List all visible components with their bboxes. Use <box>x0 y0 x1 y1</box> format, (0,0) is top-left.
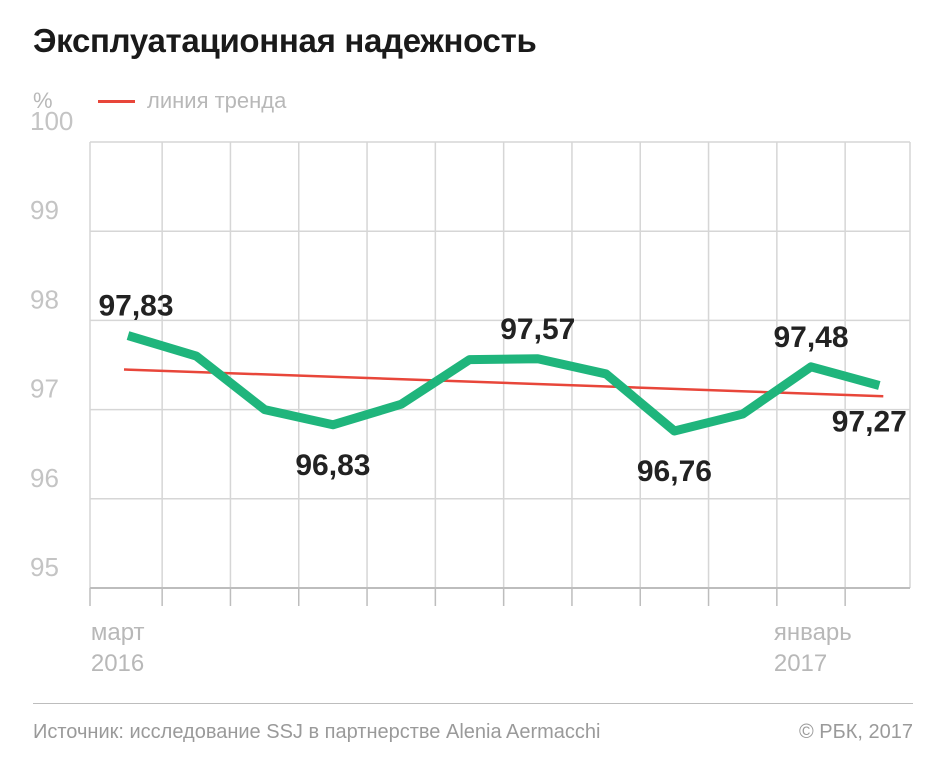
data-labels: 97,83 96,83 97,57 96,76 97,48 97,27 <box>98 290 906 488</box>
legend: линия тренда <box>98 88 286 114</box>
trend-line <box>123 368 884 398</box>
data-label: 96,83 <box>295 449 370 482</box>
y-tick-label: 98 <box>30 284 59 314</box>
x-tick-label-year: 2016 <box>91 650 144 677</box>
y-ticks: 95 96 97 98 99 100 <box>30 106 73 582</box>
trend-legend-label: линия тренда <box>147 88 287 113</box>
trend-legend-swatch <box>98 99 135 103</box>
data-label: 97,83 <box>98 290 173 323</box>
grid <box>89 141 911 606</box>
data-label: 97,48 <box>773 321 848 354</box>
data-label: 96,76 <box>637 455 712 488</box>
x-tick-label: январь <box>774 619 852 646</box>
series-layer <box>126 331 881 436</box>
source-note: Источник: исследование SSJ в партнерстве… <box>33 721 601 743</box>
y-tick-label: 97 <box>30 374 59 404</box>
y-unit-label: % <box>33 88 53 113</box>
y-tick-label: 99 <box>30 195 59 225</box>
chart-title: Эксплуатационная надежность <box>33 22 537 59</box>
trend-layer <box>123 368 884 398</box>
x-tick-label: март <box>91 619 145 646</box>
footer-divider <box>33 703 913 704</box>
x-tick-label-year: 2017 <box>774 650 827 677</box>
series-line <box>126 331 881 436</box>
y-tick-label: 95 <box>30 552 59 582</box>
y-tick-label: 100 <box>30 106 73 136</box>
x-ticks: март 2016 январь 2017 <box>91 619 852 677</box>
y-tick-label: 96 <box>30 463 59 493</box>
data-label: 97,27 <box>832 406 907 439</box>
data-label: 97,57 <box>500 313 575 346</box>
copyright: © РБК, 2017 <box>798 721 913 743</box>
